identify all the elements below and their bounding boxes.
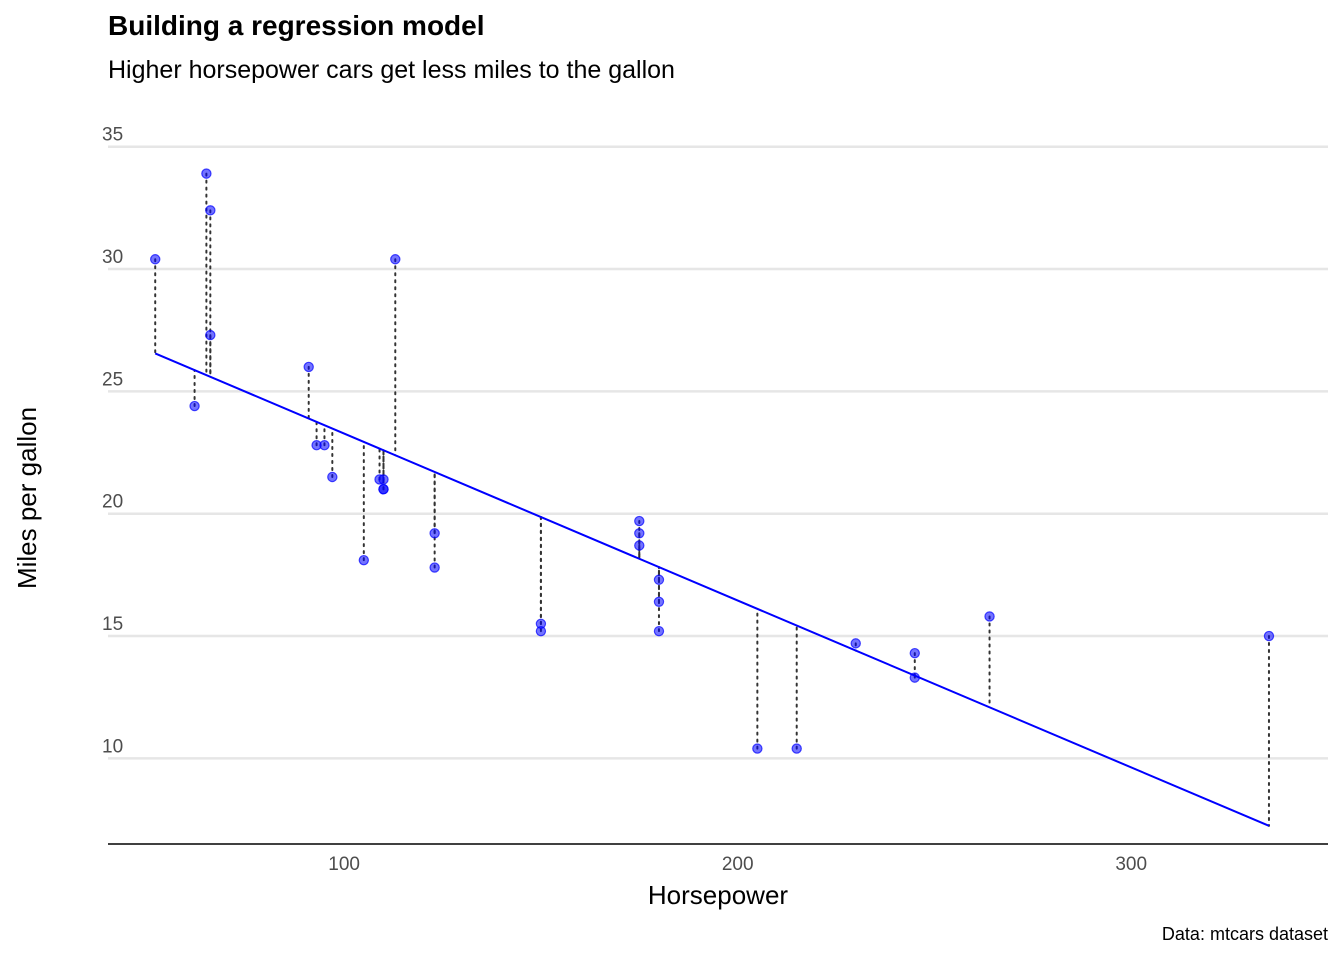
chart-title: Building a regression model xyxy=(108,10,485,41)
regression-line xyxy=(154,352,1270,827)
data-point xyxy=(653,625,665,637)
data-point xyxy=(303,361,314,373)
data-point xyxy=(634,528,645,539)
data-point xyxy=(429,528,440,539)
y-tick-label: 15 xyxy=(102,614,123,635)
y-tick-label: 30 xyxy=(102,247,123,268)
data-point xyxy=(205,329,216,341)
data-point xyxy=(653,574,665,585)
data-point xyxy=(653,596,665,607)
data-point xyxy=(429,562,440,573)
data-point xyxy=(535,625,547,637)
data-point xyxy=(201,168,212,179)
data-points xyxy=(150,168,1275,754)
y-tick-label: 25 xyxy=(102,369,123,390)
data-point xyxy=(378,484,389,495)
chart-subtitle: Higher horsepower cars get less miles to… xyxy=(108,56,675,84)
y-tick-label: 10 xyxy=(102,736,123,757)
data-point xyxy=(634,515,645,527)
x-tick-label: 300 xyxy=(1115,854,1147,875)
x-tick-label: 100 xyxy=(328,854,360,875)
data-point xyxy=(319,439,330,451)
data-point xyxy=(150,254,161,265)
regression-line-group xyxy=(154,352,1270,827)
data-point xyxy=(1263,630,1275,642)
data-point xyxy=(358,554,370,566)
data-point xyxy=(752,743,763,754)
y-tick-label: 35 xyxy=(102,125,123,146)
x-tick-labels: 100 200 300 xyxy=(328,854,1147,875)
data-point xyxy=(189,400,200,412)
y-tick-labels: 10 15 20 25 30 35 xyxy=(102,125,123,758)
data-point xyxy=(634,540,645,551)
data-point xyxy=(850,638,861,649)
data-point xyxy=(390,254,401,265)
x-tick-label: 200 xyxy=(722,854,754,875)
y-tick-label: 20 xyxy=(102,492,123,513)
data-point xyxy=(374,474,385,485)
chart-caption: Data: mtcars dataset xyxy=(1161,924,1328,944)
data-point xyxy=(205,205,216,216)
x-axis-title: Horsepower xyxy=(648,880,789,910)
gridlines xyxy=(108,145,1328,760)
data-point xyxy=(984,611,995,622)
data-point xyxy=(791,743,802,754)
y-axis-title: Miles per gallon xyxy=(12,407,42,589)
data-point xyxy=(909,647,920,659)
data-point xyxy=(327,471,338,483)
residual-lines xyxy=(154,172,1270,827)
